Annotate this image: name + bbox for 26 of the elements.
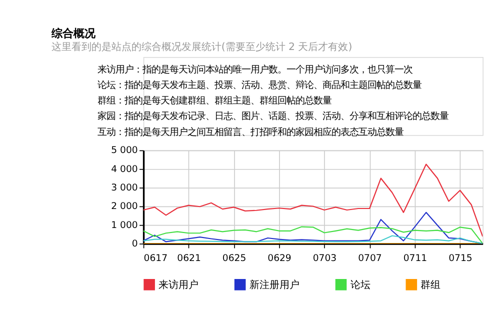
x-tick-label: 0629 [268,252,292,264]
x-tick-label: 0621 [177,252,201,264]
x-tick-label: 0703 [312,252,337,264]
x-tick-label: 0715 [448,252,472,264]
x-tick-label: 0707 [358,252,382,264]
x-tick-label: 0625 [222,252,246,264]
text: 来访用户：指的是每天访问本站的唯一用户数。一个用户访问多次，也只算一次 [98,64,413,76]
legend-label: 论坛 [350,279,370,292]
legend-label: 群组 [420,279,441,292]
y-tick-label: 3 000 [111,182,138,194]
x-tick-label: 0711 [403,252,428,264]
chart-title: 综合概况 [50,27,96,40]
y-tick-label: 2 000 [111,201,138,212]
chart-subtitle: 这里看到的是站点的综合概况发展统计(需要至少统计 2 天后才有效) [51,40,352,53]
y-tick-label: 0 [132,238,138,250]
text: 互动：指的是每天用户之间互相留言、打招呼和的家园相应的表态互动总数量 [98,126,404,138]
y-tick-label: 4 000 [111,164,138,175]
x-tick-label: 0617 [144,252,168,264]
legend-label: 新注册用户 [249,279,300,292]
legend-label: 来访用户 [158,279,199,292]
y-tick-label: 5 000 [111,145,138,156]
text: 论坛：指的是每天发布主题、投票、活动、悬赏、辩论、商品和主题回帖的总数量 [98,80,422,92]
text: 群组：指的是每天创建群组、群组主题、群组回帖的总数量 [98,96,332,107]
line-series [143,164,483,238]
text: 家园：指的是每天发布记录、日志、图片、话题、投票、活动、分享和互相评论的总数量 [98,111,449,122]
y-tick-label: 1 000 [111,220,138,231]
